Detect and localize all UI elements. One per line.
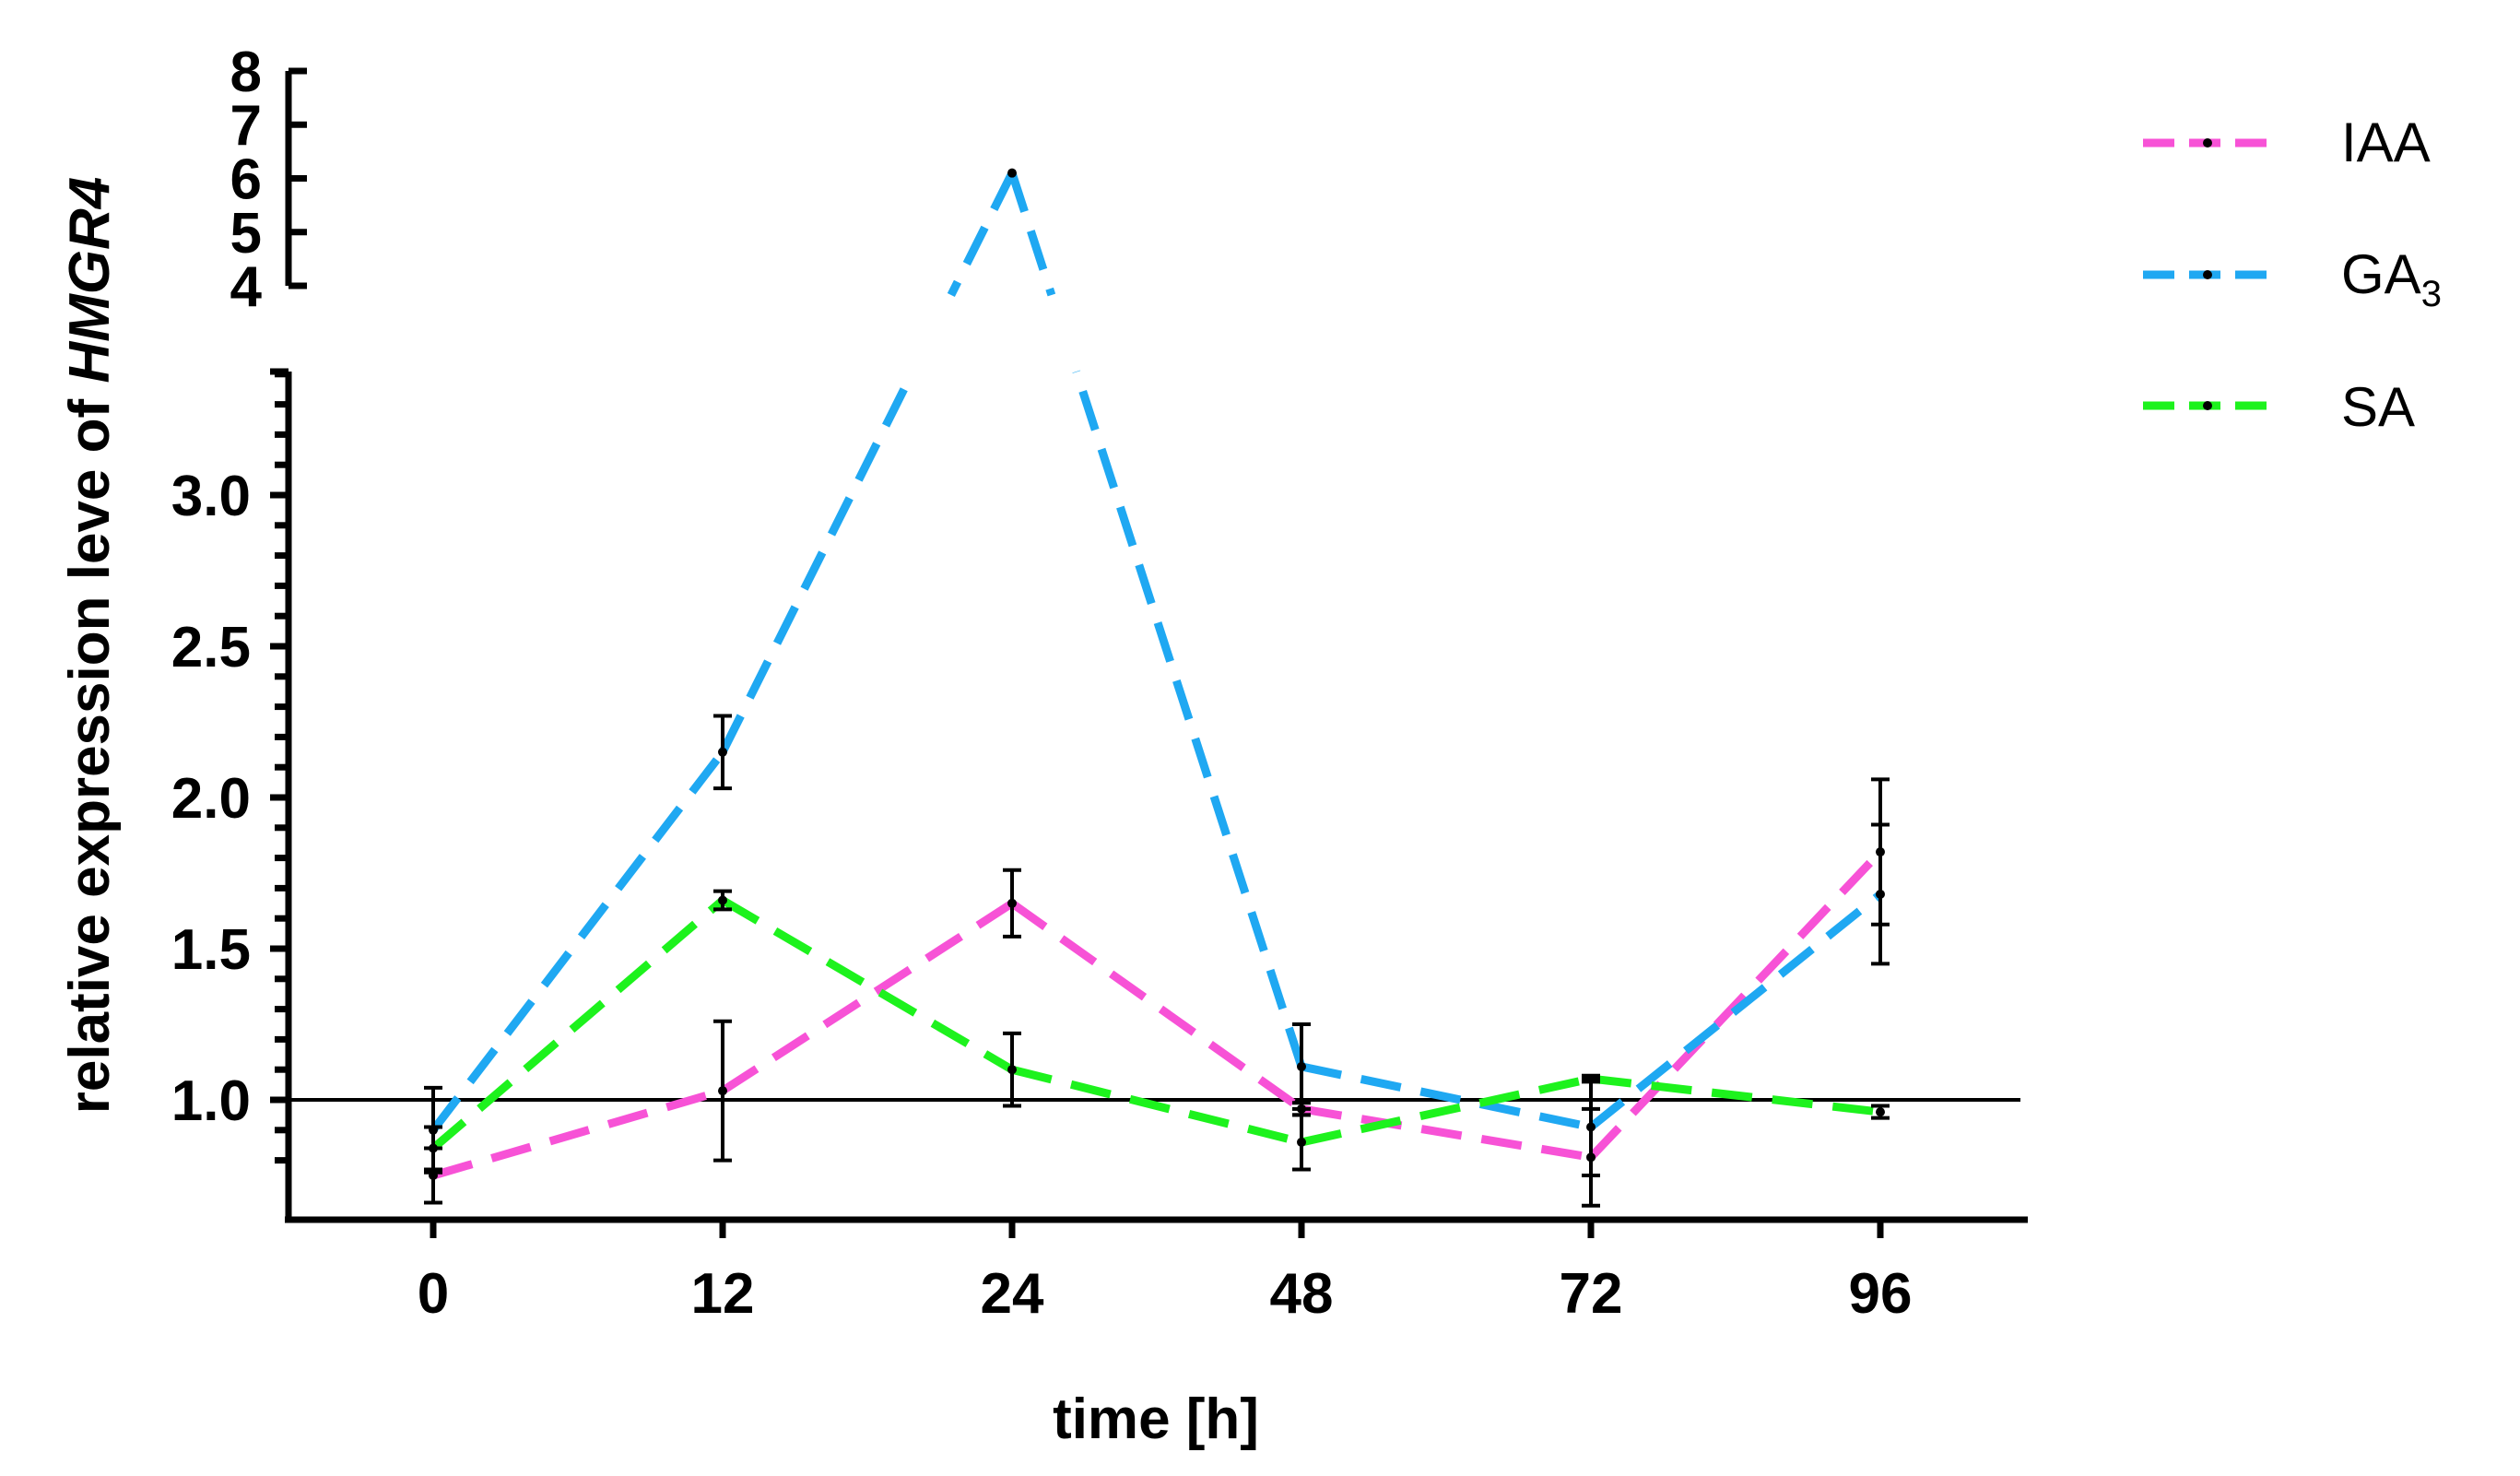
- legend-label-ga3-base: GA: [2341, 243, 2421, 305]
- data-point-ga3: [1876, 889, 1885, 899]
- data-point-sa: [1007, 1065, 1017, 1075]
- y-axis-label-text: relative expression leve of: [58, 384, 122, 1115]
- series-segment-ga3: [947, 171, 1017, 298]
- legend-label-sa: SA: [2341, 376, 2415, 438]
- series-segment-sa: [1301, 1074, 1592, 1147]
- data-point-ga3: [1007, 168, 1017, 178]
- x-tick-label: 48: [1270, 1262, 1334, 1326]
- y-tick-label-lower: 2.0: [171, 767, 251, 831]
- data-point-ga3: [718, 747, 727, 757]
- series-segment-sa: [720, 896, 1015, 1074]
- y-tick-label-lower: 1.0: [171, 1069, 251, 1133]
- x-tick-label: 72: [1560, 1262, 1623, 1326]
- legend-label-ga3: GA3: [2341, 243, 2442, 314]
- legend-marker-iaa: [2203, 138, 2212, 148]
- y-tick-label-upper: 4: [230, 255, 263, 319]
- series-segment-ga3: [1072, 370, 1306, 1069]
- y-tick-label-lower: 1.5: [171, 918, 251, 982]
- series-segment-iaa: [1301, 1104, 1592, 1162]
- y-tick-label-upper: 5: [230, 202, 262, 266]
- y-axis-label: relative expression leve of HMGR4: [58, 177, 122, 1115]
- data-point-sa: [1297, 1137, 1306, 1147]
- legend-item-ga3: GA3: [2143, 243, 2442, 314]
- series-segment-ga3: [718, 369, 917, 754]
- series-segment-ga3: [1588, 891, 1883, 1131]
- data-point-sa: [429, 1143, 438, 1153]
- data-point-iaa: [1007, 898, 1017, 908]
- x-axis-label: time [h]: [1053, 1387, 1259, 1451]
- legend: IAA GA3 SA: [2143, 112, 2442, 438]
- x-tick-label: 12: [691, 1262, 755, 1326]
- data-point-ga3: [1297, 1061, 1306, 1071]
- x-tick-label: 96: [1849, 1262, 1913, 1326]
- series-segment-ga3: [430, 750, 726, 1133]
- series-layer: [424, 168, 1890, 1208]
- series-segment-iaa: [1587, 848, 1884, 1161]
- series-segment-ga3: [1007, 171, 1056, 297]
- series-segment-sa: [1010, 1065, 1303, 1147]
- legend-label-ga3-sub: 3: [2421, 274, 2442, 314]
- data-point-sa: [718, 895, 727, 905]
- series-segment-iaa: [431, 1086, 724, 1180]
- series-segment-iaa: [720, 900, 1015, 1094]
- legend-item-sa: SA: [2143, 376, 2415, 438]
- legend-label-iaa: IAA: [2341, 112, 2431, 173]
- series-segment-sa: [430, 897, 725, 1151]
- y-axis-label-gene: HMGR4: [58, 177, 122, 384]
- series-segment-sa: [1590, 1074, 1881, 1116]
- legend-item-iaa: IAA: [2143, 112, 2431, 173]
- y-tick-label-upper: 7: [230, 94, 262, 158]
- x-tick-label: 0: [418, 1262, 449, 1326]
- data-point-ga3: [1586, 1122, 1596, 1132]
- legend-marker-sa: [2203, 401, 2212, 410]
- data-point-iaa: [718, 1086, 727, 1096]
- y-tick-label-lower: 3.0: [171, 465, 251, 528]
- legend-marker-ga3: [2203, 270, 2212, 279]
- data-point-sa: [1876, 1107, 1885, 1117]
- y-tick-label-lower: 2.5: [171, 616, 251, 679]
- y-tick-label-upper: 8: [230, 41, 262, 104]
- series-segment-ga3: [1301, 1062, 1592, 1131]
- data-point-sa: [1586, 1074, 1596, 1084]
- x-tick-label: 24: [981, 1262, 1044, 1326]
- y-tick-label-upper: 6: [230, 148, 262, 212]
